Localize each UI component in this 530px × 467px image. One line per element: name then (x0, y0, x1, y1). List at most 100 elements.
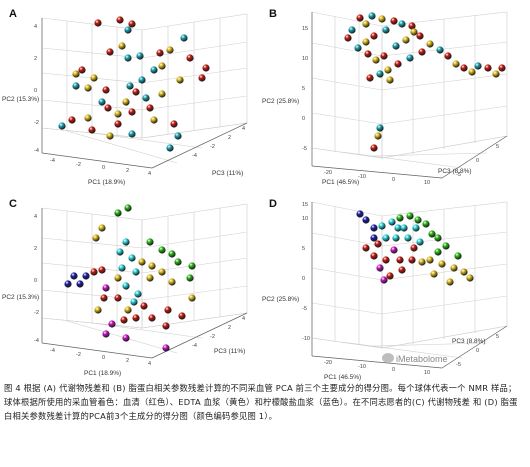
pc2-axis-tick: -10 (302, 336, 310, 342)
wechat-icon (382, 353, 394, 363)
sphere-group (356, 210, 474, 286)
sample-sphere-red (416, 32, 424, 40)
sample-sphere-red (116, 16, 124, 24)
pc1-axis-tick: -20 (324, 170, 332, 176)
sample-sphere-yellow (84, 114, 92, 122)
sphere-group (344, 12, 506, 152)
sample-sphere-red (410, 244, 418, 252)
sample-sphere-yellow (118, 42, 126, 50)
sample-sphere-red (484, 64, 492, 72)
pc2-axis-tick: 10 (302, 216, 309, 222)
pc3-axis-tick: -5 (456, 172, 461, 178)
sample-sphere-cyan (122, 282, 130, 290)
sample-sphere-red (128, 20, 136, 28)
pc2-axis-tick: 2 (34, 246, 38, 252)
sample-sphere-red (444, 52, 452, 60)
sample-sphere-blue (354, 44, 362, 52)
pc3-axis-label-b: PC3 (8.8%) (438, 168, 472, 175)
sample-sphere-green (414, 216, 422, 224)
sample-sphere-yellow (362, 20, 370, 28)
sample-sphere-red (460, 64, 468, 72)
pc1-axis-label-c: PC1 (18.9%) (84, 370, 122, 377)
watermark: iMetabolome (396, 354, 448, 364)
sample-sphere-red (408, 256, 416, 264)
pc1-axis-tick: -10 (358, 174, 366, 180)
pc3-axis-tick: -2 (210, 144, 215, 150)
pca-plot-c: C PC2 (15.3%) PC1 (18.9%) PC3 (11%) 4 2 0 -… (2, 198, 262, 383)
sample-sphere-green (146, 238, 154, 246)
sample-sphere-red (98, 266, 106, 274)
sample-sphere-green (428, 230, 436, 238)
sample-sphere-green (442, 242, 450, 250)
pc1-axis-tick: -20 (324, 360, 332, 366)
sample-sphere-green (174, 258, 182, 266)
sample-sphere-blue (174, 132, 182, 140)
sample-sphere-red (370, 32, 378, 40)
sample-sphere-yellow (426, 256, 434, 264)
sample-sphere-yellow (450, 264, 458, 272)
pc3-axis-tick: 0 (476, 158, 480, 164)
sample-sphere-cyan (400, 224, 408, 232)
pc2-axis-tick: -5 (302, 146, 307, 152)
sample-sphere-green (434, 234, 442, 242)
pc3-axis-tick: -5 (456, 362, 461, 368)
sample-sphere-yellow (452, 60, 460, 68)
pc1-axis-tick: 4 (148, 361, 152, 367)
sample-sphere-magenta (390, 246, 398, 254)
sample-sphere-red (78, 66, 86, 74)
sample-sphere-cyan (404, 234, 412, 242)
panel-label-b: B (269, 8, 277, 20)
pc1-axis-tick: -2 (76, 352, 81, 358)
sample-sphere-red (364, 50, 372, 58)
sample-sphere-yellow (158, 90, 166, 98)
sample-sphere-blue (98, 98, 106, 106)
sample-sphere-red (362, 244, 370, 252)
pc2-axis-tick: 2 (34, 56, 38, 62)
sphere-group (64, 204, 196, 352)
sample-sphere-yellow (158, 62, 166, 70)
pca-plot-b: B PC2 (25.8%) PC1 (46.5%) PC3 (8.8%) -5 0… (262, 8, 522, 193)
pc3-axis-tick: 4 (242, 316, 246, 322)
sample-sphere-red (380, 52, 388, 60)
pc3-axis-tick: -4 (192, 153, 197, 159)
sample-sphere-navy (64, 280, 72, 288)
sample-sphere-red (114, 120, 122, 128)
pc1-axis-tick: 0 (392, 367, 396, 373)
sample-sphere-green (396, 214, 404, 222)
sample-sphere-yellow (124, 306, 132, 314)
sample-sphere-red (408, 22, 416, 30)
sample-sphere-red (178, 312, 186, 320)
sample-sphere-cyan (130, 298, 138, 306)
axis-box (311, 201, 508, 369)
sample-sphere-red (386, 272, 394, 280)
sample-sphere-cyan (378, 222, 386, 230)
pc2-axis-tick: 0 (302, 276, 306, 282)
sample-sphere-yellow (418, 258, 426, 266)
sphere-group (58, 16, 210, 152)
sample-sphere-red (114, 294, 122, 302)
sample-sphere-magenta (162, 344, 170, 352)
sample-sphere-red (198, 74, 206, 82)
sample-sphere-blue (406, 54, 414, 62)
sample-sphere-yellow (466, 274, 474, 282)
sample-sphere-red (418, 48, 426, 56)
pc2-axis-label-b: PC2 (25.8%) (262, 98, 300, 105)
sample-sphere-cyan (132, 268, 140, 276)
sample-sphere-magenta (108, 320, 116, 328)
pc2-axis-tick: 15 (302, 26, 309, 32)
sample-sphere-yellow (374, 132, 382, 140)
sample-sphere-blue (124, 54, 132, 62)
sample-sphere-red (104, 104, 112, 112)
sample-sphere-blue (382, 26, 390, 34)
sample-sphere-red (128, 108, 136, 116)
sample-sphere-blue (398, 20, 406, 28)
figure-caption: 图 4 根据 (A) 代谢物残差和 (B) 脂蛋白相关参数残差计算的不同采血管 … (4, 383, 518, 421)
pc2-axis-tick: 4 (34, 214, 38, 220)
sample-sphere-yellow (426, 40, 434, 48)
axis-box (41, 203, 248, 359)
sample-sphere-cyan (118, 264, 126, 272)
sample-sphere-cyan (394, 224, 402, 232)
sample-sphere-red (344, 34, 352, 42)
sample-sphere-yellow (446, 278, 454, 286)
sample-sphere-blue (72, 82, 80, 90)
